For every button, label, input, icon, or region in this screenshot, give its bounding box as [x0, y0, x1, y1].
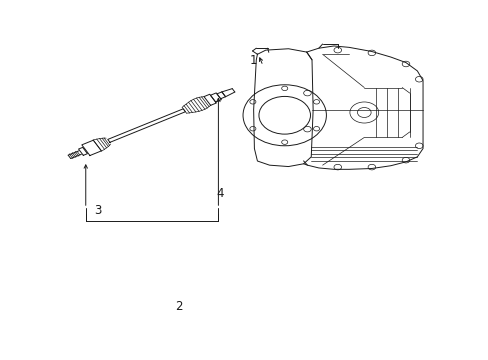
Text: 1: 1 — [249, 54, 257, 67]
Text: 3: 3 — [94, 204, 102, 217]
Text: 2: 2 — [175, 300, 182, 312]
Text: 4: 4 — [216, 187, 224, 201]
